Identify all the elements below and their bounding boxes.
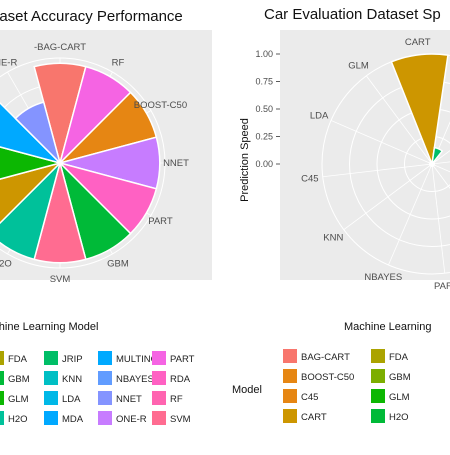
left-legend-label: JRIP (62, 354, 83, 365)
left-legend-key (98, 351, 112, 365)
right-legend-label: BOOST-C50 (301, 372, 354, 383)
right-legend-key (371, 389, 385, 403)
right-category-label: CART (405, 37, 431, 48)
left-legend-label: KNN (62, 374, 82, 385)
right-category-label: PART (434, 281, 450, 292)
left-legend-label: RDA (170, 374, 191, 385)
left-legend-label: FDA (8, 354, 28, 365)
right-legend-key (283, 349, 297, 363)
left-legend-key (98, 411, 112, 425)
right-y-tick-label: 0.75 (255, 77, 273, 87)
right-category-label: NBAYES (364, 272, 402, 283)
right-y-tick-label: 1.00 (255, 49, 273, 59)
left-legend-key (152, 411, 166, 425)
right-legend-label: FDA (389, 352, 409, 363)
right-y-tick-label: 0.25 (255, 132, 273, 142)
right-legend-key (283, 369, 297, 383)
left-category-label: BOOST-C50 (134, 100, 187, 111)
right-y-tick-label: 0.00 (255, 159, 273, 169)
left-category-label: -BAG-CART (34, 42, 86, 53)
left-legend-key (0, 351, 4, 365)
right-chart-title: Car Evaluation Dataset Sp (264, 6, 441, 23)
right-legend-label: C45 (301, 392, 318, 403)
left-legend-label: LDA (62, 394, 81, 405)
right-category-label: KNN (323, 232, 343, 243)
left-legend-key (44, 391, 58, 405)
right-legend-label: GLM (389, 392, 410, 403)
left-legend-label: NNET (116, 394, 142, 405)
left-legend-key (0, 371, 4, 385)
right-legend-key (371, 369, 385, 383)
right-legend-key (371, 349, 385, 363)
left-legend-key (44, 411, 58, 425)
left-legend-key (98, 391, 112, 405)
left-legend-key (44, 371, 58, 385)
left-category-label: NNET (163, 158, 189, 169)
left-category-label: RF (112, 58, 125, 69)
right-legend-title: Model (232, 384, 262, 396)
left-legend-key (44, 351, 58, 365)
right-chart: GLMCARTH2OFDAONE-RRDAAG-CARTPARTNBAYESKN… (232, 6, 450, 423)
right-legend-label: H2O (389, 412, 409, 423)
right-legend-label: CART (301, 412, 327, 423)
right-legend-key (371, 409, 385, 423)
left-legend-label: ONE-R (116, 414, 147, 425)
left-legend-label: MDA (62, 414, 84, 425)
left-category-label: ONE-R (0, 58, 17, 69)
left-category-label: PART (148, 216, 173, 227)
left-legend-key (98, 371, 112, 385)
left-category-label: SVM (50, 274, 71, 285)
right-bar-lda (430, 163, 432, 164)
left-legend-label: H2O (8, 414, 28, 425)
right-legend-label: GBM (389, 372, 411, 383)
left-legend-label: RF (170, 394, 183, 405)
right-y-tick-label: 0.50 (255, 104, 273, 114)
right-legend-key (283, 389, 297, 403)
left-legend-key (0, 391, 4, 405)
left-legend-label: PART (170, 354, 195, 365)
right-category-label: C45 (301, 173, 318, 184)
left-chart-title: Dataset Accuracy Performance (0, 8, 183, 25)
left-legend-label: NBAYES (116, 374, 154, 385)
left-legend-key (152, 371, 166, 385)
right-legend-key (283, 409, 297, 423)
right-legend-label: BAG-CART (301, 352, 350, 363)
left-legend-key (0, 411, 4, 425)
right-category-label: GLM (348, 60, 369, 71)
left-chart: -BAG-CARTRFBOOST-C50NNETPARTGBMSVMH2OC45… (0, 8, 212, 425)
left-legend-label: SVM (170, 414, 191, 425)
left-legend-key (152, 351, 166, 365)
left-x-axis-title: Machine Learning Model (0, 321, 98, 333)
right-category-label: LDA (310, 110, 329, 121)
left-legend-key (152, 391, 166, 405)
left-category-label: GBM (107, 258, 129, 269)
left-legend-label: GLM (8, 394, 29, 405)
left-legend: FDAGBMGLMH2OJRIPKNNLDAMDAMULTINOMNBAYESN… (0, 351, 195, 425)
right-x-axis-title: Machine Learning (344, 321, 431, 333)
right-y-axis-title: Prediction Speed (239, 118, 251, 202)
right-y-tick-labels: 1.00 0.75 0.50 0.25 0.00 (255, 49, 280, 169)
left-legend-label: GBM (8, 374, 30, 385)
left-category-label: H2O (0, 258, 12, 269)
